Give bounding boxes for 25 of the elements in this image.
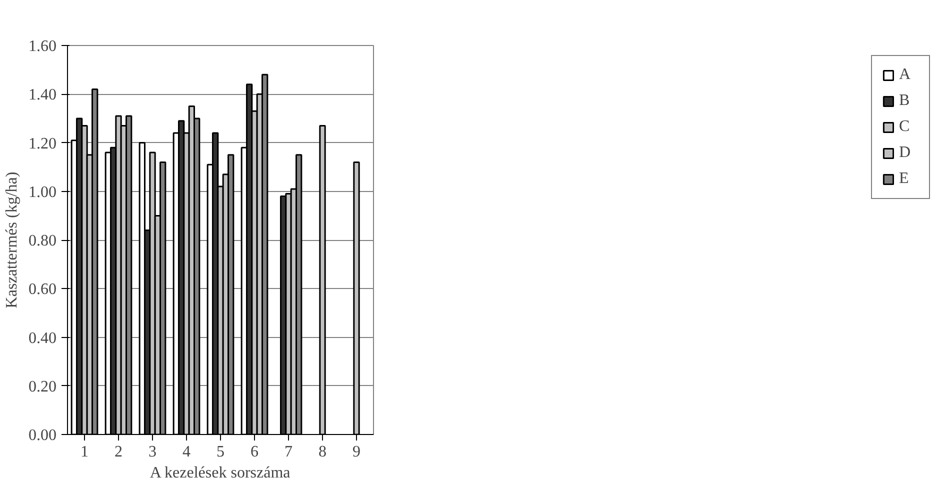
y-axis-title: Kaszattermés (kg/ha) bbox=[4, 172, 20, 308]
y-tick-label: 1.60 bbox=[28, 38, 56, 55]
legend-label: D bbox=[899, 144, 912, 162]
x-tick-label: 9 bbox=[352, 444, 360, 460]
y-tick-label: 0.80 bbox=[28, 232, 56, 250]
y-tick-label: 0.60 bbox=[28, 281, 56, 298]
y-tick-label: 0.20 bbox=[28, 378, 56, 396]
x-tick-label: 8 bbox=[318, 444, 326, 460]
legend-label: B bbox=[899, 92, 911, 110]
x-tick-label: 5 bbox=[216, 444, 224, 460]
x-tick-label: 2 bbox=[114, 444, 122, 460]
legend-label: A bbox=[899, 66, 912, 84]
y-tick-label: 0.00 bbox=[28, 427, 56, 444]
y-tick-label: 0.40 bbox=[28, 330, 56, 347]
x-tick-label: 6 bbox=[250, 444, 258, 460]
y-tick-label: 1.20 bbox=[28, 135, 56, 152]
x-tick-label: 7 bbox=[284, 444, 292, 460]
x-tick-label: 4 bbox=[182, 444, 190, 460]
x-tick-label: 3 bbox=[148, 444, 156, 460]
y-tick-label: 1.40 bbox=[28, 86, 56, 104]
legend-label: C bbox=[899, 118, 911, 136]
x-axis-title: A kezelések sorszáma bbox=[150, 464, 290, 482]
legend-label: E bbox=[899, 170, 910, 188]
x-tick-label: 1 bbox=[80, 444, 88, 460]
y-tick-label: 1.00 bbox=[28, 184, 56, 201]
